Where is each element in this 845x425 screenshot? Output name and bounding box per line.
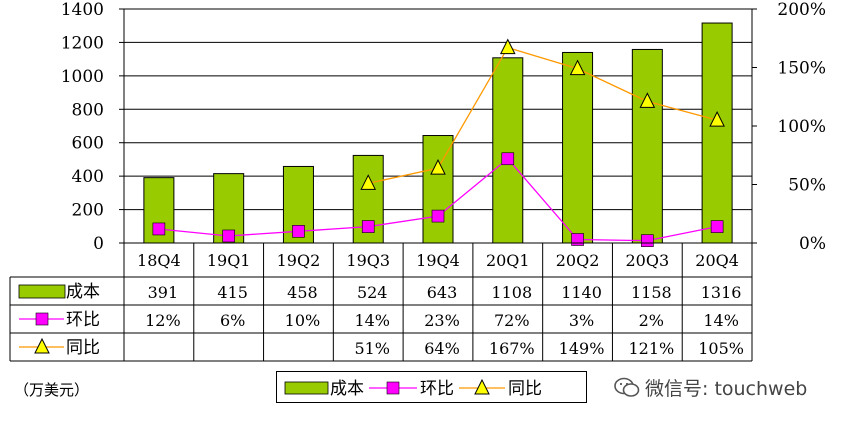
- point-marker: [430, 159, 446, 175]
- y-right-tick-label: 0%: [799, 234, 826, 254]
- y-left-tick-label: 400: [72, 167, 104, 187]
- data-label: 524: [357, 283, 388, 302]
- data-label: 105%: [698, 339, 744, 358]
- line-series: [152, 38, 725, 247]
- point-marker: [222, 229, 235, 243]
- watermark-text: 微信号: touchweb: [645, 378, 808, 400]
- data-label: 64%: [424, 339, 460, 358]
- y-left-tick-label: 800: [72, 100, 104, 120]
- y-left-tick-label: 600: [72, 134, 104, 154]
- data-label: 14%: [354, 311, 390, 330]
- data-label: 415: [217, 283, 248, 302]
- bar: [492, 57, 524, 244]
- data-label: 391: [148, 283, 179, 302]
- wechat-icon: [613, 376, 641, 400]
- point-marker: [152, 222, 166, 236]
- y-left-tick-label: 200: [72, 201, 104, 221]
- category-label: 19Q4: [416, 251, 460, 270]
- point-marker: [641, 234, 654, 247]
- data-label: 51%: [354, 339, 390, 358]
- point-marker: [710, 220, 724, 233]
- bar: [422, 135, 454, 244]
- data-label: 14%: [703, 311, 739, 330]
- category-label: 20Q4: [695, 251, 739, 270]
- category-label: 18Q4: [137, 251, 181, 270]
- point-marker: [709, 111, 725, 127]
- legend-label: 环比: [420, 379, 454, 399]
- point-marker: [499, 38, 516, 55]
- data-label: 1158: [631, 283, 672, 302]
- row-label: 同比: [66, 338, 100, 358]
- data-label: 3%: [569, 311, 594, 330]
- data-label: 10%: [285, 311, 321, 330]
- y-right-tick-label: 50%: [788, 176, 826, 196]
- data-label: 23%: [424, 311, 460, 330]
- row-label: 成本: [66, 282, 100, 302]
- data-label: 72%: [494, 311, 530, 330]
- data-label: 2%: [639, 311, 664, 330]
- y-left-tick-label: 1200: [61, 33, 104, 53]
- point-marker: [569, 59, 586, 76]
- row-label: 环比: [66, 310, 100, 330]
- bar: [562, 51, 594, 244]
- point-marker: [501, 152, 515, 166]
- row-key-bar: [18, 284, 66, 299]
- y-left-tick-label: 0: [93, 234, 104, 254]
- y-left-tick-label: 1400: [61, 0, 104, 20]
- y-right-tick-label: 200%: [777, 0, 826, 20]
- row-key-marker: [34, 337, 50, 354]
- data-label: 121%: [628, 339, 674, 358]
- category-label: 20Q2: [556, 251, 600, 270]
- data-label: 1316: [701, 283, 742, 302]
- category-label: 20Q3: [626, 251, 670, 270]
- data-label: 1108: [491, 283, 532, 302]
- legend-label: 成本: [330, 379, 364, 399]
- y-right-tick-label: 100%: [777, 117, 826, 137]
- y-left-tick-label: 1000: [61, 67, 104, 87]
- point-marker: [431, 209, 445, 223]
- legend: 成本 环比 同比: [276, 371, 587, 403]
- unit-label: （万美元）: [14, 381, 90, 399]
- category-label: 20Q1: [486, 251, 530, 270]
- row-key-marker: [35, 312, 49, 326]
- y-right-tick-label: 150%: [777, 59, 826, 79]
- point-marker: [571, 233, 584, 246]
- watermark: 微信号: touchweb: [613, 374, 807, 401]
- series-line: [368, 46, 718, 184]
- legend-key-marker: [474, 378, 490, 395]
- legend-key-bar: [284, 381, 329, 395]
- data-label: 458: [287, 283, 318, 302]
- point-marker: [639, 92, 656, 108]
- data-label: 12%: [145, 311, 181, 330]
- category-label: 19Q1: [207, 251, 251, 270]
- data-label: 643: [427, 283, 458, 302]
- bar: [631, 48, 663, 244]
- category-label: 19Q3: [346, 251, 390, 270]
- legend-label: 同比: [508, 379, 542, 399]
- bar: [701, 22, 733, 244]
- data-table: 18Q4 19Q1 19Q2 19Q3 19Q4 20Q1 20Q2 20Q3 20Q4 成本 39…: [9, 242, 753, 362]
- data-label: 1140: [561, 283, 602, 302]
- data-label: 149%: [559, 339, 605, 358]
- point-marker: [292, 225, 305, 238]
- data-label: 6%: [220, 311, 245, 330]
- point-marker: [361, 220, 375, 233]
- category-label: 19Q2: [277, 251, 321, 270]
- legend-key-marker: [386, 381, 400, 395]
- data-label: 167%: [489, 339, 535, 358]
- point-marker: [360, 174, 377, 190]
